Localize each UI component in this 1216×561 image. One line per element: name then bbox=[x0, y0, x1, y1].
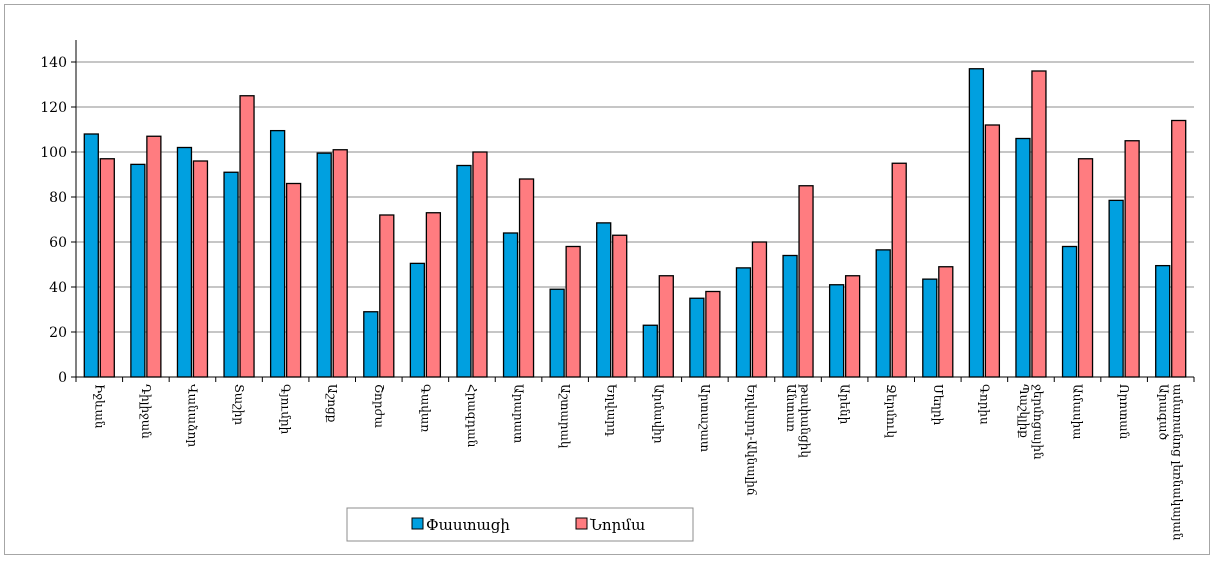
bar-norm bbox=[891, 162, 907, 378]
bar-actual bbox=[875, 249, 891, 378]
x-category-label: Պաշկլիքջերմոցային bbox=[1017, 384, 1045, 460]
bar-actual bbox=[549, 288, 565, 378]
x-category-label: Աշտարակ bbox=[558, 384, 572, 449]
x-category-label: Որոտան bbox=[1117, 384, 1131, 440]
x-category-label: Գավառ bbox=[418, 384, 432, 432]
bar-actual bbox=[922, 278, 938, 378]
x-category-label: Արմավիր bbox=[651, 384, 665, 444]
bar-actual bbox=[269, 129, 286, 378]
bar-norm bbox=[565, 245, 581, 378]
bar-actual bbox=[409, 262, 426, 378]
y-tick-label: 100 bbox=[40, 145, 67, 161]
x-category-label: Հրազդան bbox=[465, 384, 479, 448]
x-category-label: Արագածամառանոց լեռնակայան bbox=[1157, 384, 1185, 541]
bar-actual bbox=[968, 68, 985, 378]
x-category-label: Ջերմուկ bbox=[884, 384, 898, 439]
x-category-label: Անտառթափանցիկ bbox=[784, 384, 812, 458]
x-category-label: Վանաձոր bbox=[185, 384, 199, 447]
x-category-label: Արտաշատ bbox=[698, 384, 712, 452]
bar-actual bbox=[828, 284, 845, 378]
x-category-label: Գորիս bbox=[977, 384, 991, 425]
bar-actual bbox=[1155, 264, 1171, 378]
bar-actual bbox=[223, 171, 239, 378]
bar-actual bbox=[316, 152, 332, 378]
bar-norm bbox=[984, 124, 1001, 378]
bar-actual bbox=[456, 164, 472, 378]
legend-swatch bbox=[411, 517, 424, 530]
bar-actual bbox=[1015, 137, 1031, 378]
x-category-label: Տաշիր bbox=[232, 384, 246, 425]
bar-norm bbox=[612, 234, 628, 378]
bar-actual bbox=[130, 163, 146, 378]
legend-label: Նորմա bbox=[589, 516, 645, 534]
x-category-label: Շորժա bbox=[372, 384, 386, 428]
x-category-label: Աշոցք bbox=[325, 384, 339, 423]
bar-actual bbox=[83, 133, 99, 378]
x-category-label: Եղվարդ-Ակնալիճ bbox=[744, 384, 758, 496]
bar-norm bbox=[285, 182, 302, 378]
bar-actual bbox=[642, 324, 658, 378]
bar-norm bbox=[472, 151, 488, 378]
x-category-label: Արարատ bbox=[512, 384, 526, 443]
x-category-label: Եղվարդ bbox=[605, 384, 619, 437]
bar-actual bbox=[1108, 199, 1124, 378]
bar-actual bbox=[502, 232, 519, 378]
bar-norm bbox=[1124, 140, 1140, 378]
bar-norm bbox=[379, 214, 395, 378]
legend-box bbox=[346, 507, 694, 542]
bar-actual bbox=[782, 254, 798, 378]
x-category-label: Դիլիջան bbox=[139, 384, 153, 439]
bar-actual bbox=[363, 311, 379, 378]
bar-norm bbox=[751, 241, 768, 378]
y-tick-label: 120 bbox=[40, 100, 67, 116]
bar-actual bbox=[176, 146, 193, 378]
y-tick-label: 140 bbox=[40, 55, 67, 71]
bar-actual bbox=[596, 222, 612, 378]
bar-norm bbox=[425, 212, 442, 378]
bar-norm bbox=[239, 95, 255, 378]
bar-norm bbox=[192, 160, 209, 378]
bar-norm bbox=[1031, 70, 1047, 378]
x-category-label: Ամասիա bbox=[1071, 384, 1085, 440]
x-category-label: Արենի bbox=[838, 384, 852, 425]
y-tick-label: 0 bbox=[58, 370, 67, 386]
bar-norm bbox=[99, 158, 115, 378]
bar-norm bbox=[938, 266, 954, 378]
x-category-label: Մեղրի bbox=[931, 384, 945, 426]
legend-swatch bbox=[575, 517, 588, 530]
x-category-label: Գյումրի bbox=[279, 384, 293, 435]
y-tick-label: 40 bbox=[49, 280, 67, 296]
y-tick-label: 80 bbox=[49, 190, 67, 206]
bar-norm bbox=[146, 135, 162, 378]
bar-norm bbox=[518, 178, 535, 378]
y-tick-label: 60 bbox=[49, 235, 67, 251]
legend-label: Փաստացի bbox=[426, 516, 510, 534]
bar-actual bbox=[735, 267, 752, 378]
bar-norm bbox=[658, 275, 674, 378]
bar-actual bbox=[1061, 245, 1078, 378]
bar-norm bbox=[332, 149, 348, 378]
bar-norm bbox=[798, 185, 814, 378]
bar-norm bbox=[1171, 119, 1187, 378]
bar-norm bbox=[705, 290, 721, 378]
bar-norm bbox=[844, 275, 861, 378]
bar-actual bbox=[689, 297, 705, 378]
x-category-label: Իջևան bbox=[92, 384, 106, 429]
bar-norm bbox=[1077, 158, 1094, 378]
y-tick-label: 20 bbox=[49, 325, 67, 341]
